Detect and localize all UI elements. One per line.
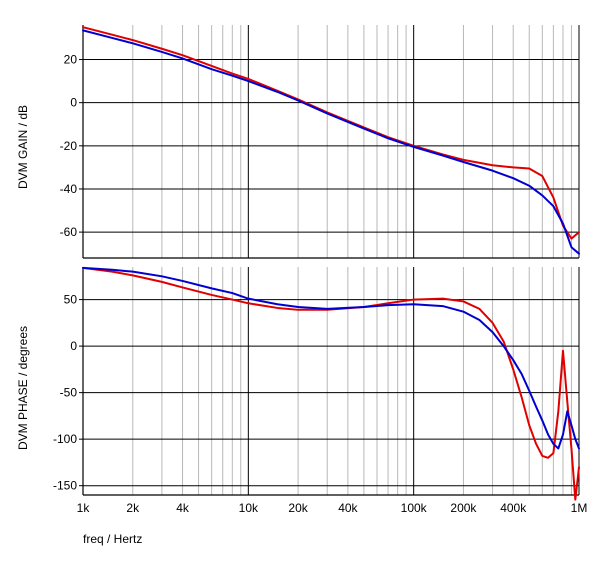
gain-ytick-label: 0 [70, 96, 77, 110]
gain-ytick-label: 20 [64, 53, 78, 67]
x-tick-label: 40k [338, 501, 358, 515]
x-tick-label: 400k [500, 501, 527, 515]
gain-y-axis-label: DVM GAIN / dB [16, 105, 30, 189]
phase-ytick-label: 0 [70, 339, 77, 353]
phase-ytick-label: -100 [53, 432, 77, 446]
x-tick-label: 1M [571, 501, 588, 515]
phase-panel: 50 0 -50 -100 -150 1k 2k 4k 10k 20k 40k 100k 200k 40… [16, 266, 588, 546]
gain-series-line-blue [82, 29, 580, 255]
phase-ytick-label: -50 [60, 386, 78, 400]
phase-ytick-label: -150 [53, 479, 77, 493]
x-tick-label: 20k [288, 501, 308, 515]
gain-ytick-labels: 20 0 -20 -40 -60 [60, 53, 78, 240]
x-tick-label: 200k [450, 501, 477, 515]
phase-frame [79, 267, 579, 496]
gain-series-line-red [82, 26, 580, 240]
gain-panel: 20 0 -20 -40 -60 DVM GAIN / dB [16, 25, 580, 259]
phase-y-axis-label: DVM PHASE / degrees [16, 326, 30, 450]
x-tick-label: 1k [77, 501, 91, 515]
x-tick-label: 10k [239, 501, 259, 515]
x-tick-labels: 1k 2k 4k 10k 20k 40k 100k 200k 400k 1M [77, 501, 588, 515]
gain-frame [79, 25, 579, 259]
gain-ytick-label: -20 [60, 139, 78, 153]
x-tick-label: 2k [126, 501, 140, 515]
x-tick-label: 4k [176, 501, 190, 515]
phase-series-line-blue [82, 266, 580, 450]
gain-series [82, 26, 580, 255]
phase-series-line-red [82, 266, 580, 501]
gain-ytick-label: -40 [60, 182, 78, 196]
gain-grid [82, 25, 580, 258]
x-axis-label: freq / Hertz [83, 532, 142, 546]
phase-grid [82, 267, 580, 495]
phase-ytick-label: 50 [64, 293, 78, 307]
phase-ytick-labels: 50 0 -50 -100 -150 [53, 293, 77, 493]
x-tick-label: 100k [401, 501, 428, 515]
phase-series [82, 266, 580, 501]
gain-ytick-label: -60 [60, 225, 78, 239]
